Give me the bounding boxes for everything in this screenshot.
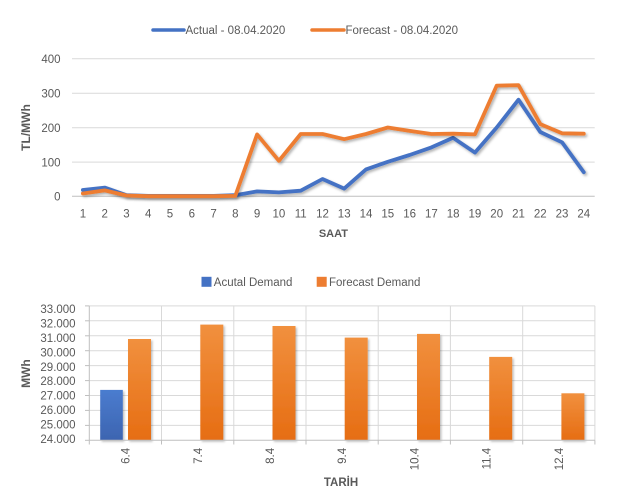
svg-text:24.000: 24.000: [40, 434, 75, 446]
svg-text:300: 300: [41, 89, 60, 101]
svg-text:16: 16: [403, 208, 416, 220]
svg-text:100: 100: [41, 157, 60, 169]
svg-text:33.000: 33.000: [40, 304, 75, 316]
svg-text:Actual - 08.04.2020: Actual - 08.04.2020: [186, 25, 286, 37]
svg-text:22: 22: [534, 208, 547, 220]
svg-text:13: 13: [338, 208, 351, 220]
svg-text:28.000: 28.000: [40, 376, 75, 388]
svg-text:Forecast Demand: Forecast Demand: [329, 277, 420, 289]
svg-text:21: 21: [512, 208, 525, 220]
svg-text:23: 23: [556, 208, 569, 220]
svg-text:1: 1: [80, 208, 86, 220]
svg-text:8.4: 8.4: [265, 447, 277, 464]
svg-text:30.000: 30.000: [40, 347, 75, 359]
svg-text:3: 3: [123, 208, 129, 220]
svg-text:24: 24: [577, 208, 590, 220]
svg-text:SAAT: SAAT: [319, 228, 348, 240]
svg-text:0: 0: [54, 192, 60, 204]
svg-text:Acutal Demand: Acutal Demand: [214, 277, 293, 289]
svg-text:8: 8: [232, 208, 238, 220]
svg-text:MWh: MWh: [19, 359, 33, 388]
svg-text:14: 14: [360, 208, 373, 220]
svg-text:2: 2: [101, 208, 107, 220]
svg-text:26.000: 26.000: [40, 405, 75, 417]
svg-text:6.4: 6.4: [121, 447, 133, 464]
svg-text:TARİH: TARİH: [324, 476, 358, 488]
svg-text:31.000: 31.000: [40, 333, 75, 345]
svg-text:7: 7: [210, 208, 216, 220]
svg-text:29.000: 29.000: [40, 362, 75, 374]
svg-text:10.4: 10.4: [409, 447, 421, 470]
svg-text:Forecast - 08.04.2020: Forecast - 08.04.2020: [346, 25, 459, 37]
svg-text:7.4: 7.4: [193, 447, 205, 464]
svg-text:25.000: 25.000: [40, 419, 75, 431]
svg-text:TL/MWh: TL/MWh: [19, 104, 33, 151]
svg-text:11.4: 11.4: [482, 447, 494, 469]
svg-text:9.4: 9.4: [337, 447, 349, 464]
svg-text:27.000: 27.000: [40, 391, 75, 403]
svg-text:4: 4: [145, 208, 152, 220]
svg-text:200: 200: [41, 123, 60, 135]
svg-text:400: 400: [41, 54, 60, 66]
svg-text:18: 18: [447, 208, 460, 220]
svg-text:10: 10: [273, 208, 286, 220]
svg-text:15: 15: [381, 208, 394, 220]
svg-text:19: 19: [469, 208, 482, 220]
svg-text:12.4: 12.4: [554, 447, 566, 470]
svg-text:11: 11: [295, 208, 307, 220]
svg-text:17: 17: [425, 208, 438, 220]
svg-text:20: 20: [490, 208, 503, 220]
svg-text:6: 6: [189, 208, 195, 220]
svg-text:12: 12: [316, 208, 329, 220]
svg-text:9: 9: [254, 208, 260, 220]
svg-text:32.000: 32.000: [40, 319, 75, 331]
svg-text:5: 5: [167, 208, 173, 220]
